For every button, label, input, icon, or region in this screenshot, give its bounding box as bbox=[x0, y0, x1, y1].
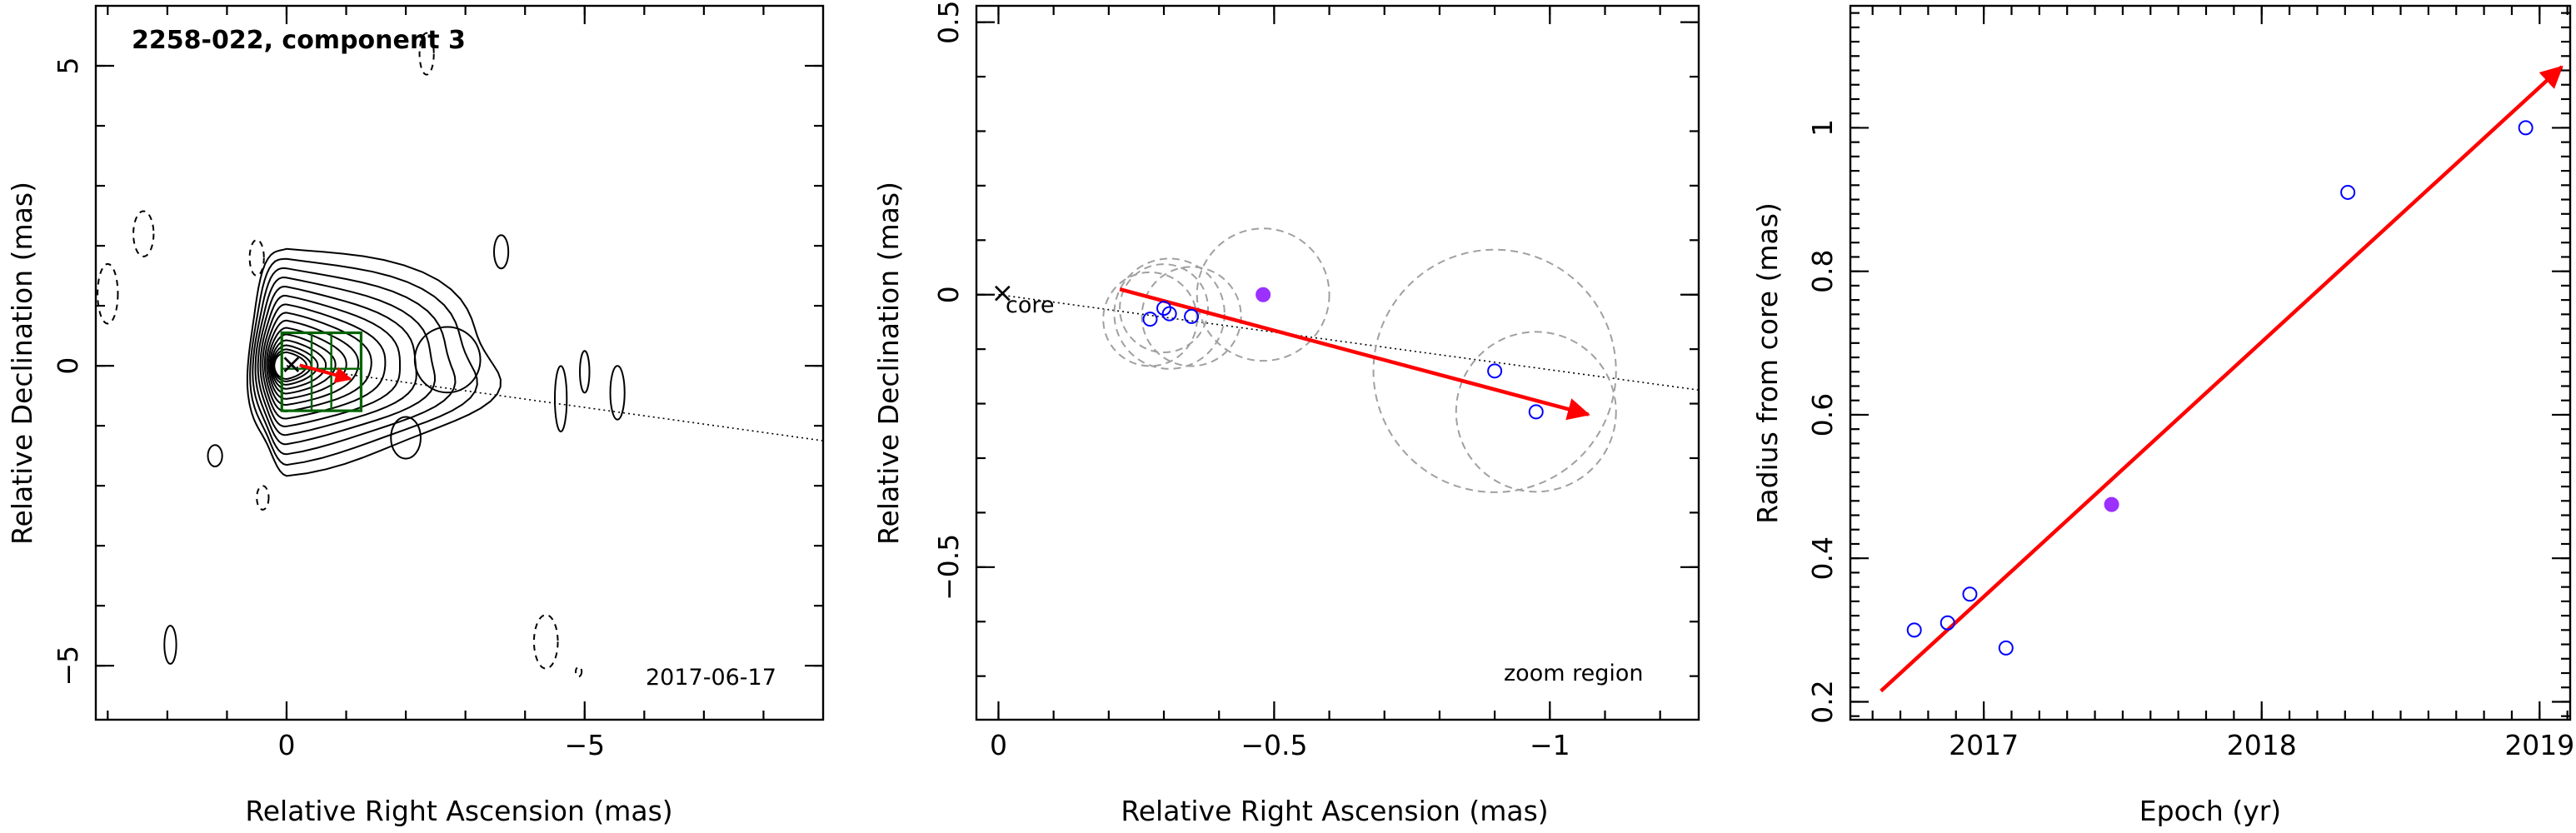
negative-contour bbox=[132, 210, 155, 257]
epoch-point bbox=[1939, 615, 1955, 631]
contour-level bbox=[254, 276, 437, 446]
component-size-circle bbox=[1455, 331, 1617, 493]
component-size-circle bbox=[1119, 263, 1209, 354]
epoch-point bbox=[1962, 586, 1978, 602]
y-tick-label: 0 bbox=[52, 357, 84, 375]
motion-vector bbox=[1119, 287, 1590, 421]
negative-contour bbox=[418, 32, 435, 76]
map-title: 2258-022, component 3 bbox=[132, 26, 466, 55]
component-size-circle bbox=[1141, 266, 1242, 367]
zoom-region-box bbox=[280, 331, 363, 412]
core-marker: × bbox=[991, 277, 1014, 309]
panel2-x-axis-label: Relative Right Ascension (mas) bbox=[1121, 795, 1548, 827]
panel3-ticks: 2017 2018 2019 0.2 0.4 0.6 0.8 1 bbox=[1806, 6, 2574, 761]
x-tick-label: 2018 bbox=[2227, 729, 2297, 761]
contour-knot bbox=[413, 326, 482, 394]
zoom-plot-area: × bbox=[991, 227, 1700, 493]
contour-knot bbox=[579, 350, 591, 394]
y-tick-label: 0.6 bbox=[1806, 393, 1839, 436]
contour-level bbox=[263, 312, 372, 412]
y-tick-label: 0.5 bbox=[932, 0, 965, 43]
panel1-ticks: 0 −5 −5 0 5 bbox=[52, 6, 823, 761]
component-point-highlight bbox=[1256, 287, 1271, 302]
x-tick-label: 2017 bbox=[1949, 729, 2019, 761]
core-marker: × bbox=[280, 347, 303, 380]
panel-contour-map: × 0 −5 −5 0 5 2258-022, component 3 2017-06-… bbox=[6, 4, 825, 827]
panel1-x-axis-label: Relative Right Ascension (mas) bbox=[245, 795, 672, 827]
y-tick-label: −0.5 bbox=[932, 534, 965, 601]
component-size-circle bbox=[1113, 257, 1226, 370]
epoch-point-highlight bbox=[2104, 496, 2119, 512]
contour-level bbox=[262, 303, 387, 420]
component-point bbox=[1156, 301, 1172, 317]
y-tick-label: 0.2 bbox=[1806, 680, 1839, 723]
y-tick-label: 0.8 bbox=[1806, 249, 1839, 292]
panel3-x-axis-label: Epoch (yr) bbox=[2139, 795, 2281, 827]
x-tick-label: −1 bbox=[1530, 729, 1570, 761]
y-tick-label: 0.4 bbox=[1806, 536, 1839, 580]
panel2-y-axis-label: Relative Declination (mas) bbox=[872, 182, 905, 545]
epoch-point bbox=[2518, 120, 2534, 136]
component-point bbox=[1487, 363, 1503, 379]
y-tick-label: −5 bbox=[52, 646, 84, 686]
x-tick-label: 0 bbox=[990, 729, 1007, 761]
component-size-circle bbox=[1372, 248, 1617, 493]
x-tick-label: 2019 bbox=[2504, 729, 2574, 761]
contour-level bbox=[270, 339, 327, 390]
epoch-point bbox=[2340, 184, 2356, 200]
component-point bbox=[1184, 308, 1200, 324]
negative-contour bbox=[575, 666, 583, 678]
contour-level bbox=[252, 267, 457, 456]
contour-level bbox=[246, 247, 502, 477]
contour-level bbox=[272, 344, 319, 386]
component-point bbox=[1528, 404, 1544, 420]
negative-contour bbox=[532, 614, 559, 670]
contour-level bbox=[266, 319, 360, 406]
negative-contour bbox=[256, 485, 270, 511]
negative-contour bbox=[248, 239, 265, 277]
zoom-region-label: zoom region bbox=[1504, 661, 1643, 686]
contour-knot bbox=[207, 444, 223, 468]
component-point bbox=[1142, 312, 1158, 327]
contour-level bbox=[267, 327, 347, 400]
contour-knot bbox=[390, 416, 422, 460]
panel3-y-axis-label: Radius from core (mas) bbox=[1751, 202, 1784, 524]
panel1-y-axis-label: Relative Declination (mas) bbox=[6, 182, 38, 545]
panel3-frame bbox=[1849, 4, 2572, 721]
core-label: core bbox=[1006, 292, 1054, 318]
x-tick-label: −5 bbox=[564, 729, 605, 761]
negative-contour bbox=[97, 262, 119, 325]
epoch-point bbox=[1906, 622, 1922, 638]
component-size-circle bbox=[1196, 227, 1330, 362]
radius-plot-area bbox=[1880, 65, 2564, 693]
panel-zoom-region: × 0 −0.5 −1 −0.5 0 0.5 core zoom region Relat… bbox=[872, 0, 1700, 827]
panel2-frame bbox=[975, 4, 1700, 721]
motion-vector bbox=[299, 363, 352, 383]
contour-knot bbox=[609, 365, 626, 421]
panel1-frame bbox=[94, 4, 825, 721]
panel2-ticks: 0 −0.5 −1 −0.5 0 0.5 bbox=[932, 0, 1699, 761]
x-tick-label: 0 bbox=[277, 729, 295, 761]
contour-knot bbox=[163, 625, 177, 665]
fit-line bbox=[1880, 65, 2564, 693]
y-tick-label: 0 bbox=[932, 286, 965, 303]
component-point bbox=[1161, 306, 1177, 322]
map-date: 2017-06-17 bbox=[646, 665, 776, 691]
contour-level bbox=[259, 294, 401, 428]
y-tick-label: 1 bbox=[1806, 119, 1839, 137]
epoch-point bbox=[1998, 640, 2014, 656]
contour-knot bbox=[553, 365, 568, 433]
panel-radius-vs-epoch: 2017 2018 2019 0.2 0.4 0.6 0.8 1 Epoch (yr) Rad… bbox=[1751, 4, 2574, 827]
contour-level bbox=[269, 333, 337, 395]
x-tick-label: −0.5 bbox=[1241, 729, 1307, 761]
y-tick-label: 5 bbox=[52, 57, 84, 75]
contour-plot-area: × bbox=[97, 32, 824, 678]
contour-knot bbox=[493, 234, 510, 270]
contour-level bbox=[249, 257, 478, 466]
